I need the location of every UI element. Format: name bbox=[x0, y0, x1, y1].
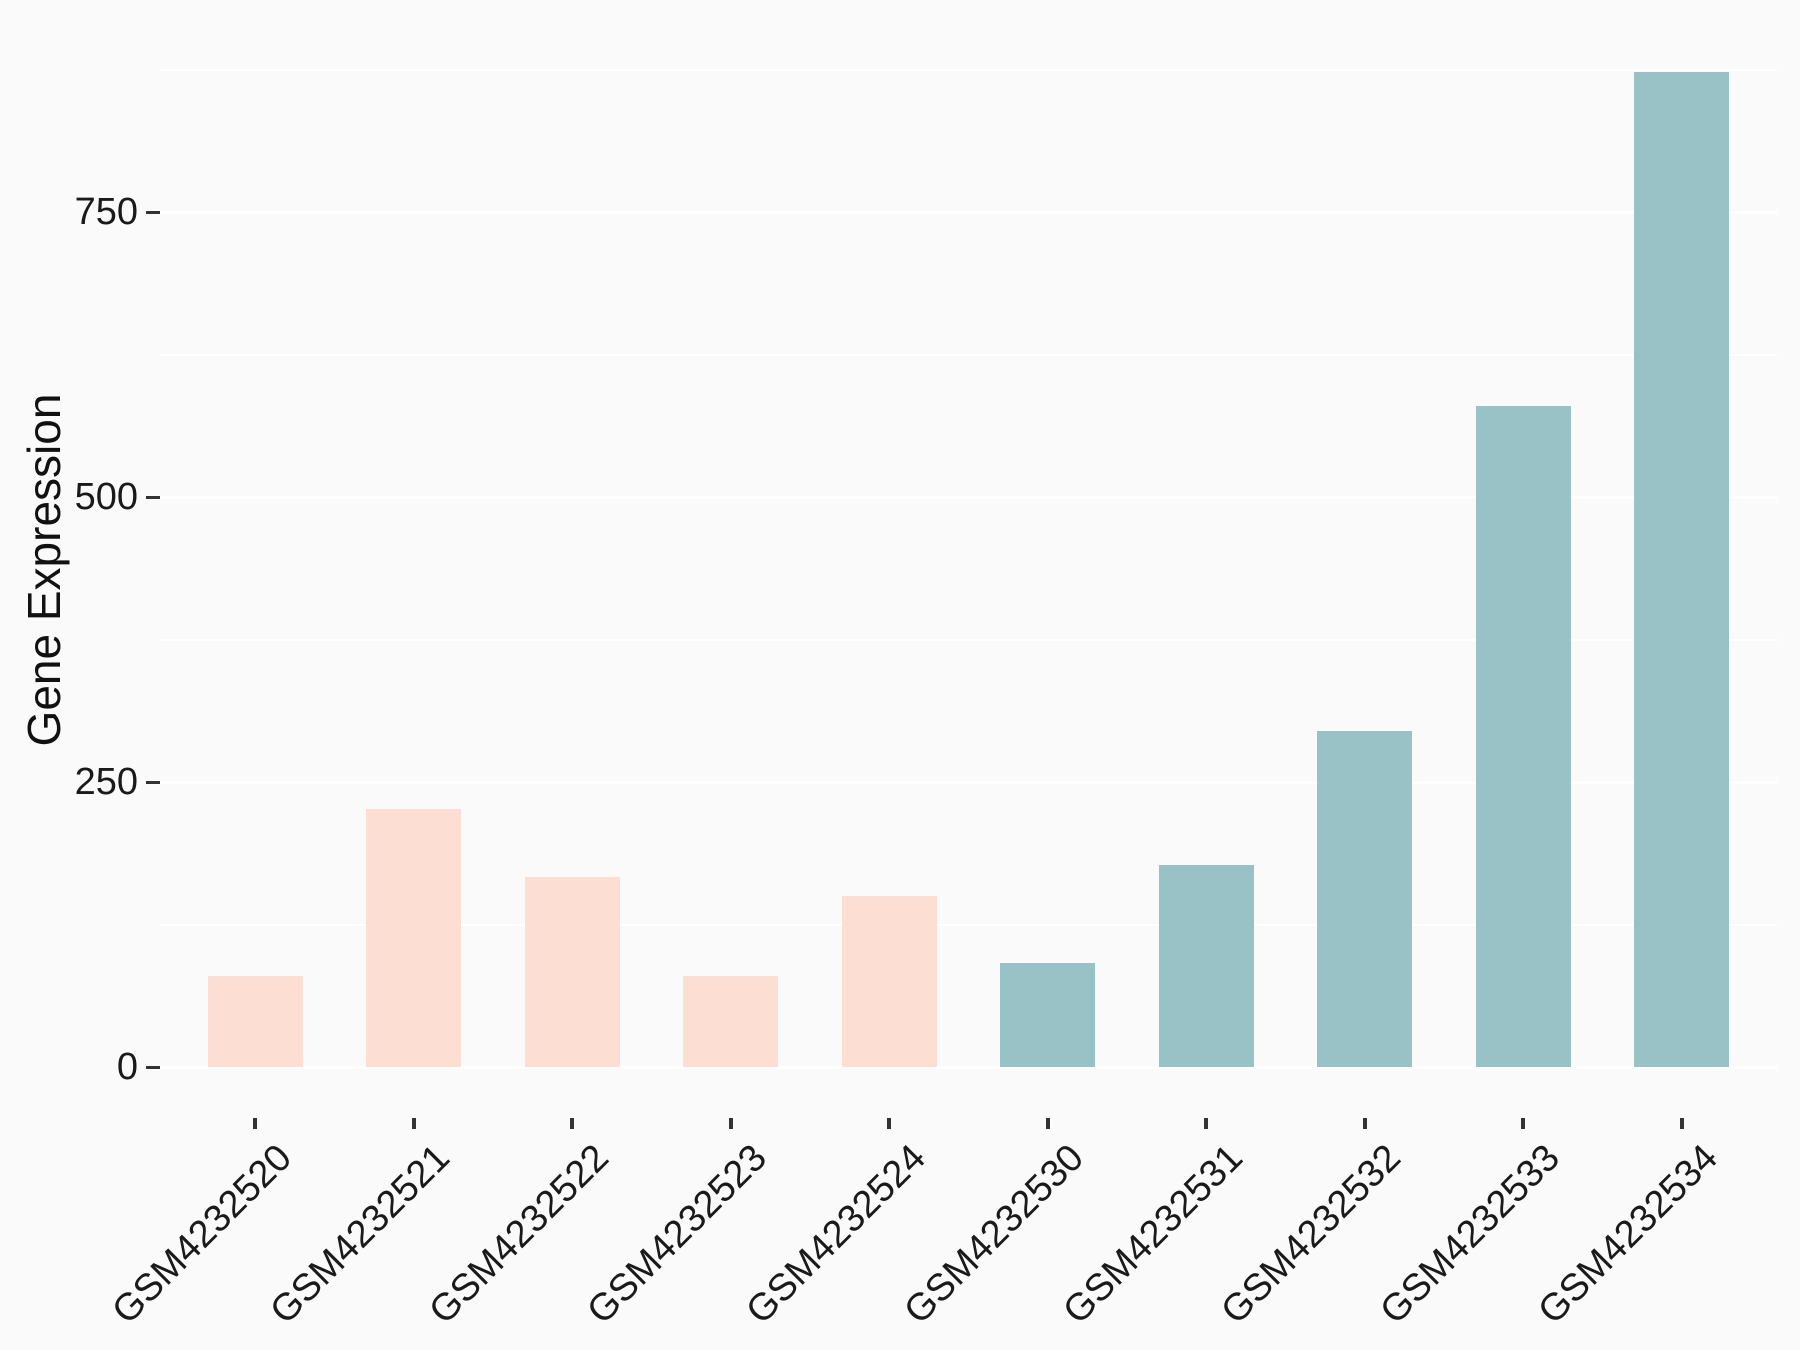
major-gridline bbox=[160, 210, 1777, 214]
y-tick-mark bbox=[146, 495, 160, 499]
minor-gridline bbox=[160, 638, 1777, 641]
x-tick-label: GSM4232532 bbox=[1213, 1136, 1410, 1333]
bar-GSM4232523 bbox=[683, 975, 779, 1067]
y-axis-title: Gene Expression bbox=[18, 393, 70, 747]
x-tick-label: GSM4232521 bbox=[262, 1136, 459, 1333]
plot-panel bbox=[160, 22, 1777, 1117]
x-tick-label: GSM4232534 bbox=[1530, 1136, 1727, 1333]
x-tick-label: GSM4232524 bbox=[738, 1136, 934, 1333]
x-tick-mark bbox=[570, 1118, 575, 1129]
major-gridline bbox=[160, 780, 1777, 784]
x-tick-label: GSM4232533 bbox=[1372, 1136, 1568, 1333]
x-tick-mark bbox=[411, 1118, 416, 1129]
bar-GSM4232520 bbox=[207, 975, 303, 1067]
y-tick-mark bbox=[146, 780, 160, 784]
x-tick-label: GSM4232523 bbox=[579, 1136, 776, 1333]
y-tick-mark bbox=[146, 210, 160, 214]
x-tick-label: GSM4232531 bbox=[1055, 1136, 1251, 1333]
x-tick-mark bbox=[728, 1118, 733, 1129]
y-tick-mark bbox=[146, 1065, 160, 1069]
y-tick-label: 0 bbox=[116, 1046, 138, 1088]
minor-gridline bbox=[160, 68, 1777, 71]
bar-GSM4232533 bbox=[1475, 405, 1571, 1067]
bar-GSM4232522 bbox=[524, 876, 620, 1067]
x-tick-mark bbox=[1362, 1118, 1367, 1129]
x-tick-mark bbox=[1679, 1118, 1684, 1129]
minor-gridline bbox=[160, 353, 1777, 356]
x-tick-mark bbox=[1521, 1118, 1526, 1129]
minor-gridline bbox=[160, 923, 1777, 926]
bar-GSM4232530 bbox=[1000, 963, 1096, 1067]
bar-GSM4232521 bbox=[366, 809, 462, 1067]
major-gridline bbox=[160, 495, 1777, 499]
y-tick-label: 750 bbox=[74, 191, 138, 233]
bar-GSM4232524 bbox=[841, 896, 937, 1067]
bar-GSM4232532 bbox=[1317, 730, 1413, 1067]
x-tick-mark bbox=[253, 1118, 258, 1129]
x-tick-label: GSM4232530 bbox=[896, 1136, 1093, 1333]
x-tick-mark bbox=[1204, 1118, 1209, 1129]
y-tick-label: 250 bbox=[74, 761, 138, 803]
x-tick-mark bbox=[1045, 1118, 1050, 1129]
x-tick-mark bbox=[887, 1118, 892, 1129]
bar-GSM4232534 bbox=[1634, 71, 1730, 1067]
bar-GSM4232531 bbox=[1158, 865, 1254, 1067]
x-tick-label: GSM4232520 bbox=[104, 1136, 300, 1333]
x-tick-label: GSM4232522 bbox=[421, 1136, 617, 1333]
major-gridline bbox=[160, 1065, 1777, 1069]
